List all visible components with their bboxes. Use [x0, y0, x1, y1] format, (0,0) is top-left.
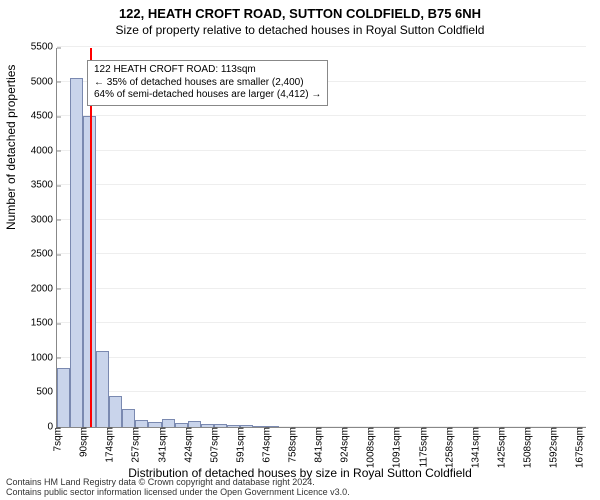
- histogram-bar: [96, 351, 109, 427]
- histogram-bar: [240, 425, 253, 427]
- y-axis-label: Number of detached properties: [4, 65, 18, 230]
- histogram-bar: [122, 409, 135, 427]
- histogram-bar: [135, 420, 148, 427]
- annotation-line: ← 35% of detached houses are smaller (2,…: [94, 77, 321, 90]
- x-tick-label: 424sqm: [181, 427, 194, 463]
- x-tick-label: 341sqm: [155, 427, 168, 463]
- x-tick-label: 674sqm: [259, 427, 272, 463]
- footer-line-2: Contains public sector information licen…: [6, 488, 594, 498]
- histogram-bar: [201, 424, 214, 427]
- gridline: [57, 288, 586, 289]
- annotation-line: 64% of semi-detached houses are larger (…: [94, 89, 321, 102]
- y-tick-label: 3500: [31, 180, 57, 191]
- plot-wrap: 0500100015002000250030003500400045005000…: [56, 48, 586, 428]
- x-tick-label: 1341sqm: [468, 427, 481, 468]
- annotation-box: 122 HEATH CROFT ROAD: 113sqm← 35% of det…: [87, 60, 328, 106]
- histogram-bar: [109, 396, 122, 427]
- y-tick-label: 500: [36, 387, 57, 398]
- page-title: 122, HEATH CROFT ROAD, SUTTON COLDFIELD,…: [0, 0, 600, 21]
- x-tick-label: 841sqm: [312, 427, 325, 463]
- x-tick-label: 591sqm: [233, 427, 246, 463]
- y-tick-label: 5000: [31, 76, 57, 87]
- y-tick-label: 2000: [31, 283, 57, 294]
- histogram-bar: [214, 424, 227, 427]
- y-tick-label: 4500: [31, 111, 57, 122]
- y-tick-label: 1000: [31, 352, 57, 363]
- x-tick-label: 924sqm: [338, 427, 351, 463]
- histogram-bar: [175, 423, 188, 427]
- x-tick-label: 507sqm: [207, 427, 220, 463]
- page-subtitle: Size of property relative to detached ho…: [0, 21, 600, 41]
- histogram-bar: [148, 422, 161, 427]
- x-tick-label: 1675sqm: [573, 427, 586, 468]
- plot-area: 0500100015002000250030003500400045005000…: [56, 48, 586, 428]
- gridline: [57, 322, 586, 323]
- y-tick-label: 4000: [31, 145, 57, 156]
- footer-attribution: Contains HM Land Registry data © Crown c…: [6, 478, 594, 498]
- gridline: [57, 46, 586, 47]
- x-tick-label: 1008sqm: [364, 427, 377, 468]
- gridline: [57, 115, 586, 116]
- x-tick-label: 1592sqm: [547, 427, 560, 468]
- histogram-bar: [253, 426, 266, 427]
- x-tick-label: 1091sqm: [390, 427, 403, 468]
- annotation-line: 122 HEATH CROFT ROAD: 113sqm: [94, 64, 321, 77]
- histogram-bar: [70, 78, 83, 427]
- x-tick-label: 758sqm: [286, 427, 299, 463]
- gridline: [57, 357, 586, 358]
- x-tick-label: 1175sqm: [416, 427, 429, 467]
- histogram-bar: [188, 421, 201, 427]
- y-tick-label: 1500: [31, 318, 57, 329]
- x-tick-label: 1508sqm: [520, 427, 533, 468]
- histogram-bar: [266, 426, 279, 427]
- histogram-bar: [227, 425, 240, 427]
- x-tick-label: 90sqm: [76, 427, 89, 457]
- gridline: [57, 253, 586, 254]
- y-tick-label: 3000: [31, 214, 57, 225]
- x-tick-label: 174sqm: [103, 427, 116, 463]
- x-tick-label: 1258sqm: [442, 427, 455, 468]
- histogram-bar: [57, 368, 70, 427]
- gridline: [57, 150, 586, 151]
- x-tick-label: 1425sqm: [494, 427, 507, 468]
- gridline: [57, 219, 586, 220]
- gridline: [57, 184, 586, 185]
- gridline: [57, 391, 586, 392]
- y-tick-label: 2500: [31, 249, 57, 260]
- x-tick-label: 257sqm: [129, 427, 142, 463]
- x-tick-label: 7sqm: [51, 427, 64, 451]
- histogram-bar: [162, 419, 175, 427]
- chart-container: 122, HEATH CROFT ROAD, SUTTON COLDFIELD,…: [0, 0, 600, 500]
- y-tick-label: 5500: [31, 42, 57, 53]
